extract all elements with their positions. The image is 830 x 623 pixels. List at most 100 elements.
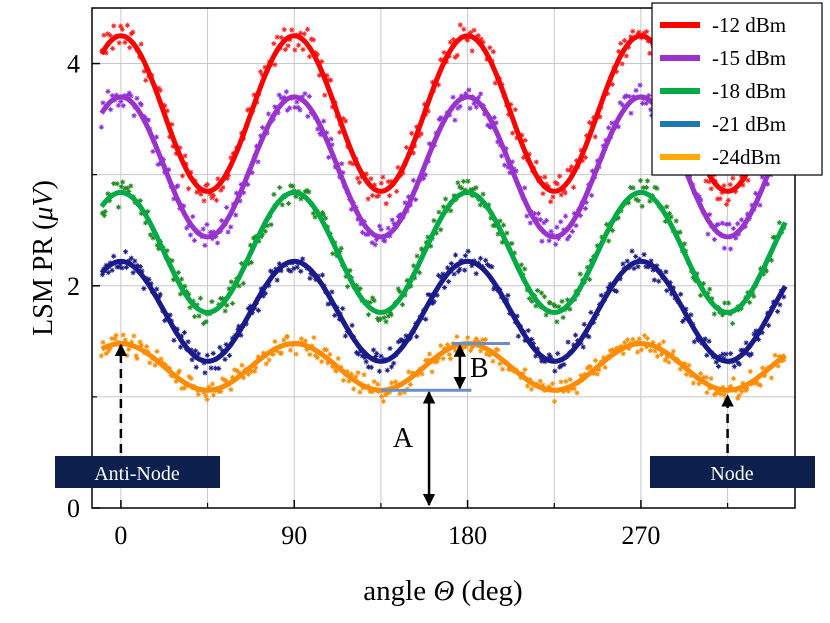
- data-point: [378, 353, 384, 359]
- data-point: [190, 214, 196, 220]
- data-point: [781, 294, 787, 300]
- data-point: [154, 286, 160, 292]
- data-point: [353, 282, 360, 289]
- data-point: [347, 267, 353, 274]
- data-point: [387, 389, 393, 395]
- data-point: [531, 211, 538, 217]
- data-point: [147, 360, 153, 366]
- data-point: [378, 180, 384, 186]
- data-point: [170, 277, 177, 283]
- data-point: [512, 107, 518, 113]
- data-point: [578, 372, 584, 379]
- data-point: [619, 61, 625, 67]
- x-tick-label: 0: [114, 521, 127, 550]
- data-point: [567, 376, 573, 383]
- data-point: [592, 134, 598, 140]
- data-point: [535, 287, 541, 294]
- data-point: [373, 354, 379, 360]
- data-point: [392, 379, 399, 385]
- data-point: [558, 362, 564, 369]
- data-point: [519, 132, 525, 138]
- data-point: [480, 191, 486, 197]
- data-point: [238, 181, 244, 188]
- data-point: [324, 347, 330, 353]
- data-point: [666, 210, 673, 217]
- data-point: [153, 134, 160, 140]
- data-point: [174, 326, 180, 332]
- data-point: [511, 250, 518, 256]
- data-point: [204, 221, 210, 228]
- data-point: [177, 145, 183, 151]
- data-point: [751, 331, 757, 337]
- data-point: [434, 292, 440, 298]
- data-point: [765, 181, 771, 187]
- data-point: [147, 232, 154, 238]
- data-point: [213, 197, 220, 203]
- data-point: [113, 332, 119, 338]
- data-point: [307, 275, 313, 281]
- data-point: [521, 154, 527, 161]
- data-point: [560, 314, 566, 321]
- legend-entry-label: -18 dBm: [712, 79, 786, 103]
- data-point: [591, 370, 597, 377]
- data-point: [307, 351, 313, 358]
- data-point: [319, 209, 326, 216]
- data-point: [547, 354, 554, 360]
- data-point: [565, 167, 571, 173]
- data-point: [246, 106, 252, 112]
- data-point: [730, 320, 736, 327]
- data-point: [625, 337, 631, 343]
- data-point: [633, 253, 639, 260]
- data-point: [730, 375, 737, 382]
- data-point: [342, 333, 349, 339]
- data-point: [462, 253, 468, 259]
- data-point: [543, 312, 549, 318]
- data-point: [111, 253, 117, 259]
- data-point: [347, 160, 353, 166]
- data-point: [765, 322, 772, 328]
- data-point: [568, 164, 575, 170]
- data-point: [177, 291, 184, 297]
- data-point: [561, 361, 567, 368]
- data-point: [154, 242, 160, 248]
- data-point: [224, 302, 230, 308]
- data-point: [435, 272, 442, 278]
- data-point: [586, 334, 592, 340]
- data-point: [552, 180, 558, 186]
- data-point: [467, 105, 473, 111]
- data-point: [740, 182, 746, 188]
- data-point: [395, 164, 401, 170]
- data-point: [633, 196, 639, 202]
- data-point: [99, 272, 105, 278]
- data-point: [298, 268, 304, 274]
- data-point: [748, 351, 754, 357]
- data-point: [469, 48, 475, 54]
- data-point: [425, 234, 431, 240]
- data-point: [465, 178, 471, 184]
- data-point: [541, 294, 548, 300]
- data-point: [639, 100, 646, 107]
- data-point: [487, 45, 493, 51]
- data-point: [314, 355, 320, 361]
- data-point: [698, 371, 704, 377]
- data-point: [376, 368, 383, 374]
- data-point: [643, 264, 649, 270]
- data-point: [122, 249, 129, 255]
- data-point: [440, 204, 447, 210]
- data-point: [99, 210, 105, 216]
- data-point: [533, 159, 539, 165]
- data-point: [455, 180, 461, 186]
- data-point: [298, 336, 305, 342]
- data-point: [281, 337, 287, 343]
- data-point: [618, 40, 624, 46]
- data-point: [601, 355, 607, 361]
- data-point: [210, 192, 216, 198]
- data-point: [493, 346, 499, 352]
- data-point: [700, 280, 707, 287]
- data-point: [457, 184, 463, 190]
- data-point: [335, 355, 341, 362]
- data-point: [166, 167, 172, 173]
- data-point: [277, 184, 283, 191]
- data-point: [206, 384, 212, 390]
- data-point: [236, 283, 242, 289]
